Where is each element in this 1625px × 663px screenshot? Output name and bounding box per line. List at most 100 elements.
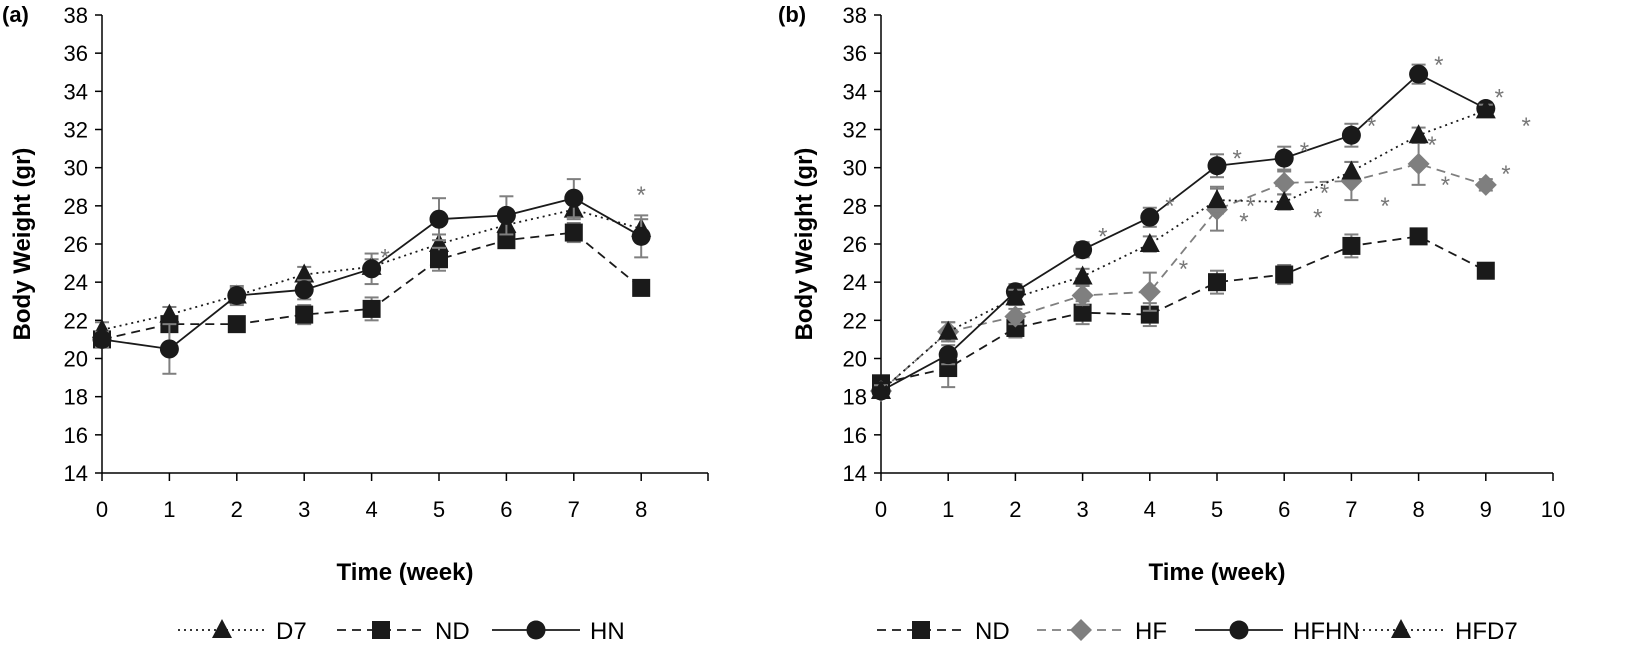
- y-tick-label: 16: [843, 423, 867, 448]
- data-point: [564, 223, 583, 242]
- y-axis-label-b: Body Weight (gr): [791, 148, 818, 341]
- data-point: [1409, 227, 1428, 246]
- data-point: [1341, 160, 1362, 180]
- x-axis-label-b: Time (week): [1149, 559, 1286, 586]
- x-tick-label: 5: [433, 497, 445, 522]
- y-tick-label: 30: [843, 156, 867, 181]
- legend-item-hfd7-b: HFD7: [1357, 618, 1518, 645]
- significance-mark: *: [1367, 113, 1376, 140]
- data-point: [1140, 207, 1160, 227]
- x-tick-label: 6: [1278, 497, 1290, 522]
- legend-label: ND: [975, 618, 1010, 645]
- legend-label: HN: [590, 618, 625, 645]
- data-point: [227, 286, 247, 306]
- significance-mark: *: [1239, 208, 1248, 235]
- y-tick-label: 28: [64, 194, 88, 219]
- y-tick-label: 28: [843, 194, 867, 219]
- legend-label: HFHN: [1293, 618, 1360, 645]
- legend-item-nd-a: ND: [337, 618, 470, 645]
- data-point: [1139, 233, 1160, 252]
- significance-mark: *: [1495, 84, 1504, 111]
- x-tick-label: 9: [1480, 497, 1492, 522]
- significance-mark: *: [380, 245, 389, 272]
- data-point: [92, 329, 112, 349]
- legend-marker: [372, 621, 390, 639]
- data-point: [1072, 265, 1093, 285]
- significance-mark: *: [1320, 180, 1329, 207]
- data-point: [362, 299, 381, 318]
- data-point: [938, 345, 958, 365]
- y-tick-label: 22: [64, 308, 88, 333]
- y-tick-label: 18: [843, 385, 867, 410]
- x-tick-label: 0: [96, 497, 108, 522]
- legend-item-hn-a: HN: [492, 618, 625, 645]
- x-tick-label: 3: [298, 497, 310, 522]
- significance-mark: *: [1246, 193, 1255, 220]
- significance-mark: *: [1501, 161, 1510, 188]
- panel-label-b: (b): [778, 2, 806, 27]
- series-line: [880, 109, 1487, 392]
- y-tick-label: 36: [843, 41, 867, 66]
- y-tick-label: 14: [64, 461, 88, 486]
- data-point: [1274, 148, 1294, 168]
- y-tick-label: 34: [64, 79, 88, 104]
- x-tick-label: 3: [1076, 497, 1088, 522]
- data-point: [871, 379, 891, 399]
- significance-mark: *: [1232, 145, 1241, 172]
- data-point: [294, 280, 314, 300]
- data-point: [1073, 303, 1092, 322]
- legend-item-hf-b: HF: [1037, 618, 1167, 645]
- x-tick-label: 8: [1412, 497, 1424, 522]
- data-point: [227, 315, 246, 334]
- y-tick-label: 32: [64, 118, 88, 143]
- x-tick-label: 4: [1144, 497, 1156, 522]
- significance-mark: *: [1434, 52, 1443, 79]
- data-point: [1475, 99, 1496, 119]
- legend-item-hfhn-b: HFHN: [1195, 618, 1360, 645]
- significance-mark: *: [1313, 205, 1322, 232]
- legend-label: D7: [276, 618, 307, 645]
- data-point: [1207, 189, 1227, 209]
- significance-mark: *: [1179, 256, 1188, 283]
- legend-item-nd-b: ND: [877, 618, 1010, 645]
- series-hfd7-b: [871, 99, 1496, 399]
- x-tick-label: 6: [500, 497, 512, 522]
- data-point: [362, 259, 382, 279]
- significance-mark: *: [1441, 172, 1450, 199]
- x-tick-label: 10: [1541, 497, 1565, 522]
- data-point: [1071, 284, 1094, 307]
- legend-marker: [1070, 619, 1092, 641]
- significance-mark: *: [1521, 113, 1530, 140]
- legend-marker: [1229, 620, 1249, 640]
- x-tick-label: 7: [1345, 497, 1357, 522]
- data-point: [496, 205, 516, 225]
- data-point: [1273, 171, 1296, 194]
- x-tick-label: 1: [163, 497, 175, 522]
- data-point: [294, 263, 315, 283]
- x-tick-label: 2: [1009, 497, 1021, 522]
- data-point: [564, 188, 584, 208]
- y-tick-label: 18: [64, 385, 88, 410]
- series-nd-b: [872, 227, 1495, 393]
- data-point: [1073, 240, 1093, 260]
- y-tick-label: 20: [843, 347, 867, 372]
- data-point: [1407, 152, 1430, 175]
- legend-item-d7-a: D7: [178, 618, 307, 645]
- significance-mark: *: [1165, 193, 1174, 220]
- y-tick-label: 30: [64, 156, 88, 181]
- y-tick-label: 22: [843, 308, 867, 333]
- x-tick-label: 2: [231, 497, 243, 522]
- data-point: [497, 231, 516, 250]
- x-axis-label-a: Time (week): [337, 559, 474, 586]
- data-point: [1342, 236, 1361, 255]
- legend-label: HF: [1135, 618, 1167, 645]
- data-point: [430, 250, 448, 269]
- panel-label-a: (a): [2, 2, 29, 27]
- data-point: [1274, 191, 1295, 211]
- legend-marker: [526, 620, 546, 640]
- series-line: [101, 231, 642, 341]
- series-line: [880, 235, 1487, 385]
- significance-mark: *: [637, 182, 646, 209]
- y-tick-label: 24: [64, 270, 88, 295]
